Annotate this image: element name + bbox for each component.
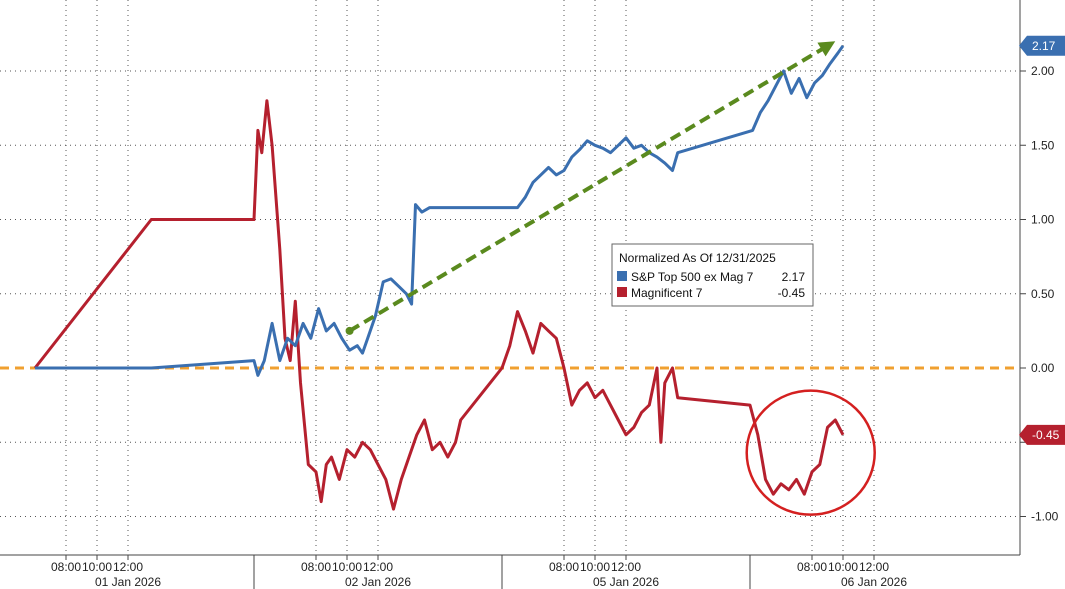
y-tick-label: 1.00 xyxy=(1031,213,1055,227)
x-tick-label: 10:00 xyxy=(828,560,858,574)
legend-title: Normalized As Of 12/31/2025 xyxy=(619,251,776,265)
last-value-tags: 2.17 -0.45 xyxy=(1019,35,1065,445)
x-tick-label: 10:00 xyxy=(82,560,112,574)
trend-arrow-head xyxy=(817,41,836,57)
highlight-circle xyxy=(745,389,876,516)
x-date-label: 05 Jan 2026 xyxy=(593,575,659,589)
trend-arrow-line xyxy=(348,46,825,333)
series-line-magnificent-7 xyxy=(33,99,845,511)
last-value-tag-magnificent-7-text: -0.45 xyxy=(1032,428,1060,442)
y-tick-label: 0.00 xyxy=(1031,361,1055,375)
x-tick-label: 08:00 xyxy=(301,560,331,574)
annotation-layer xyxy=(345,41,876,516)
x-date-label: 01 Jan 2026 xyxy=(95,575,161,589)
x-tick-label: 10:00 xyxy=(332,560,362,574)
series-layer xyxy=(33,44,845,511)
x-tick-label: 12:00 xyxy=(113,560,143,574)
x-tick-label: 08:00 xyxy=(549,560,579,574)
x-date-label: 06 Jan 2026 xyxy=(841,575,907,589)
series-line-sp500-ex-mag7 xyxy=(35,44,845,377)
y-tick-label: -1.00 xyxy=(1031,510,1059,524)
legend-box xyxy=(611,243,814,307)
x-tick-label: 08:00 xyxy=(51,560,81,574)
y-tick-label: 0.50 xyxy=(1031,287,1055,301)
legend-value-magnificent-7: -0.45 xyxy=(778,286,806,300)
x-tick-label: 12:00 xyxy=(859,560,889,574)
last-value-tag-sp500-ex-mag7-bg xyxy=(1019,35,1065,56)
x-date-label: 02 Jan 2026 xyxy=(345,575,411,589)
x-tick-label: 12:00 xyxy=(363,560,393,574)
legend: Normalized As Of 12/31/2025 S&P Top 500 … xyxy=(611,243,814,307)
y-axis: 2.00 1.50 1.00 0.50 0.00 -1.00 xyxy=(1019,0,1059,555)
last-value-tag-sp500-ex-mag7-text: 2.17 xyxy=(1032,39,1056,53)
legend-swatch-sp500-ex-mag7 xyxy=(617,271,627,281)
x-tick-label: 12:00 xyxy=(611,560,641,574)
x-tick-label: 08:00 xyxy=(797,560,827,574)
x-tick-label: 10:00 xyxy=(580,560,610,574)
legend-label-sp500-ex-mag7: S&P Top 500 ex Mag 7 xyxy=(631,270,754,284)
y-tick-label: 2.00 xyxy=(1031,64,1055,78)
y-tick-label: 1.50 xyxy=(1031,138,1055,152)
legend-swatch-magnificent-7 xyxy=(617,287,627,297)
legend-label-magnificent-7: Magnificent 7 xyxy=(631,286,703,300)
legend-value-sp500-ex-mag7: 2.17 xyxy=(782,270,806,284)
last-value-tag-magnificent-7-bg xyxy=(1019,424,1065,445)
